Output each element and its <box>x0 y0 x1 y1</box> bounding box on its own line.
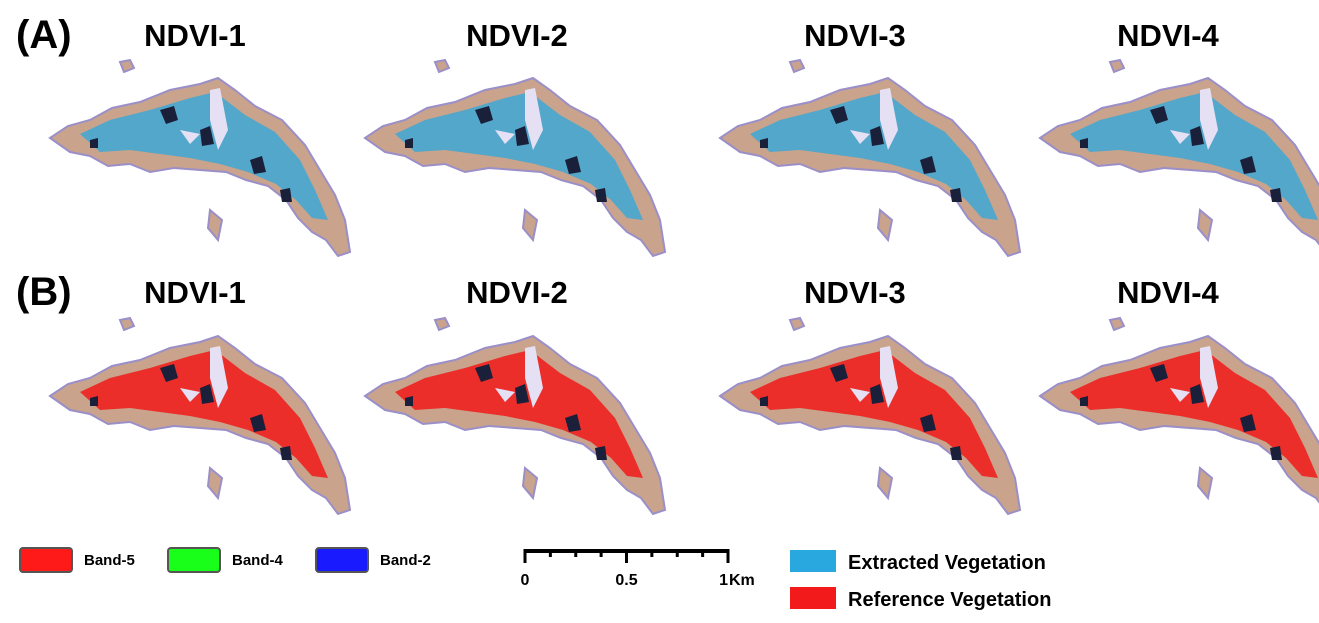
scale-tick <box>625 549 628 563</box>
band-swatch <box>315 547 369 573</box>
scale-tick <box>523 549 527 563</box>
row-label: (B) <box>16 270 72 314</box>
map-panel <box>719 59 1021 257</box>
panel-title: NDVI-1 <box>144 18 246 53</box>
map-panel <box>719 317 1021 515</box>
veg-label: Extracted Vegetation <box>848 552 1046 574</box>
map-panel <box>49 317 351 515</box>
panel-title: NDVI-3 <box>804 275 906 310</box>
scale-tick <box>726 549 730 563</box>
band-label: Band-4 <box>232 552 283 569</box>
row-label: (A) <box>16 13 72 57</box>
panel-title: NDVI-4 <box>1117 18 1219 53</box>
scale-tick <box>650 549 654 557</box>
map-panel <box>364 317 666 515</box>
map-panel <box>364 59 666 257</box>
scale-label: 0 <box>521 572 530 589</box>
veg-swatch <box>790 587 836 609</box>
band-swatch <box>167 547 221 573</box>
band-label: Band-5 <box>84 552 135 569</box>
veg-label: Reference Vegetation <box>848 589 1051 611</box>
scale-label: 1 <box>719 572 728 589</box>
scale-tick <box>701 549 705 557</box>
scale-label: 0.5 <box>615 572 637 589</box>
map-panel <box>1039 317 1319 515</box>
panel-title: NDVI-1 <box>144 275 246 310</box>
panel-title: NDVI-4 <box>1117 275 1219 310</box>
scale-tick <box>675 549 679 557</box>
scale-unit: Km <box>729 572 755 589</box>
map-panel <box>49 59 351 257</box>
panel-title: NDVI-2 <box>466 275 568 310</box>
scale-tick <box>548 549 552 557</box>
map-panel <box>1039 59 1319 257</box>
scale-tick <box>574 549 578 557</box>
band-label: Band-2 <box>380 552 431 569</box>
labels: (A) NDVI-1 NDVI-2 NDVI-3 NDVI-4 (B) NDVI-1 NDVI… <box>16 13 1220 611</box>
panel-title: NDVI-2 <box>466 18 568 53</box>
panel-title: NDVI-3 <box>804 18 906 53</box>
veg-swatch <box>790 550 836 572</box>
band-swatch <box>19 547 73 573</box>
scale-tick <box>599 549 603 557</box>
